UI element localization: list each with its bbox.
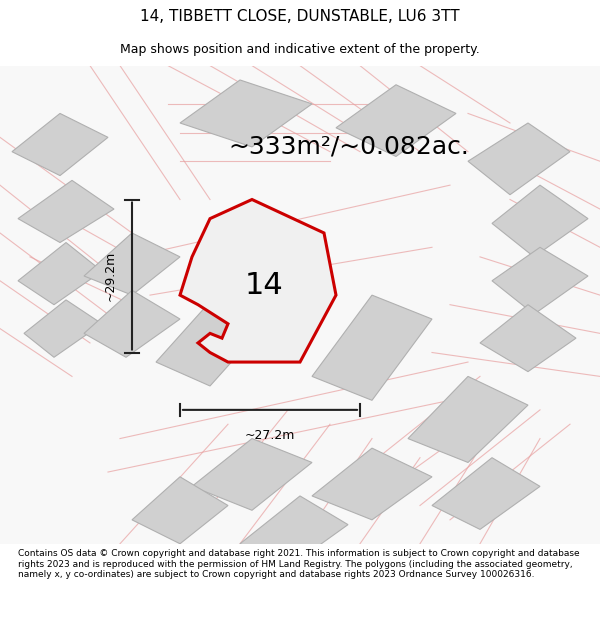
Polygon shape [18,181,114,243]
Polygon shape [492,248,588,314]
Polygon shape [312,448,432,520]
Polygon shape [12,114,108,176]
Polygon shape [492,185,588,257]
Polygon shape [180,199,336,362]
Polygon shape [18,242,102,304]
Polygon shape [192,439,312,510]
Text: ~333m²/~0.082ac.: ~333m²/~0.082ac. [228,135,469,159]
Polygon shape [24,300,102,358]
Polygon shape [408,376,528,462]
Polygon shape [480,304,576,372]
Polygon shape [132,477,228,544]
Polygon shape [312,295,432,400]
Polygon shape [240,496,348,568]
Polygon shape [432,458,540,529]
Polygon shape [156,295,270,386]
Text: Contains OS data © Crown copyright and database right 2021. This information is : Contains OS data © Crown copyright and d… [18,549,580,579]
Polygon shape [84,291,180,357]
Text: Map shows position and indicative extent of the property.: Map shows position and indicative extent… [120,42,480,56]
Polygon shape [84,233,180,295]
Polygon shape [468,123,570,195]
Text: ~29.2m: ~29.2m [104,251,117,301]
Text: 14, TIBBETT CLOSE, DUNSTABLE, LU6 3TT: 14, TIBBETT CLOSE, DUNSTABLE, LU6 3TT [140,9,460,24]
Polygon shape [336,85,456,156]
Text: ~27.2m: ~27.2m [245,429,295,442]
Polygon shape [180,80,312,147]
Text: 14: 14 [245,271,283,300]
Polygon shape [0,66,600,544]
